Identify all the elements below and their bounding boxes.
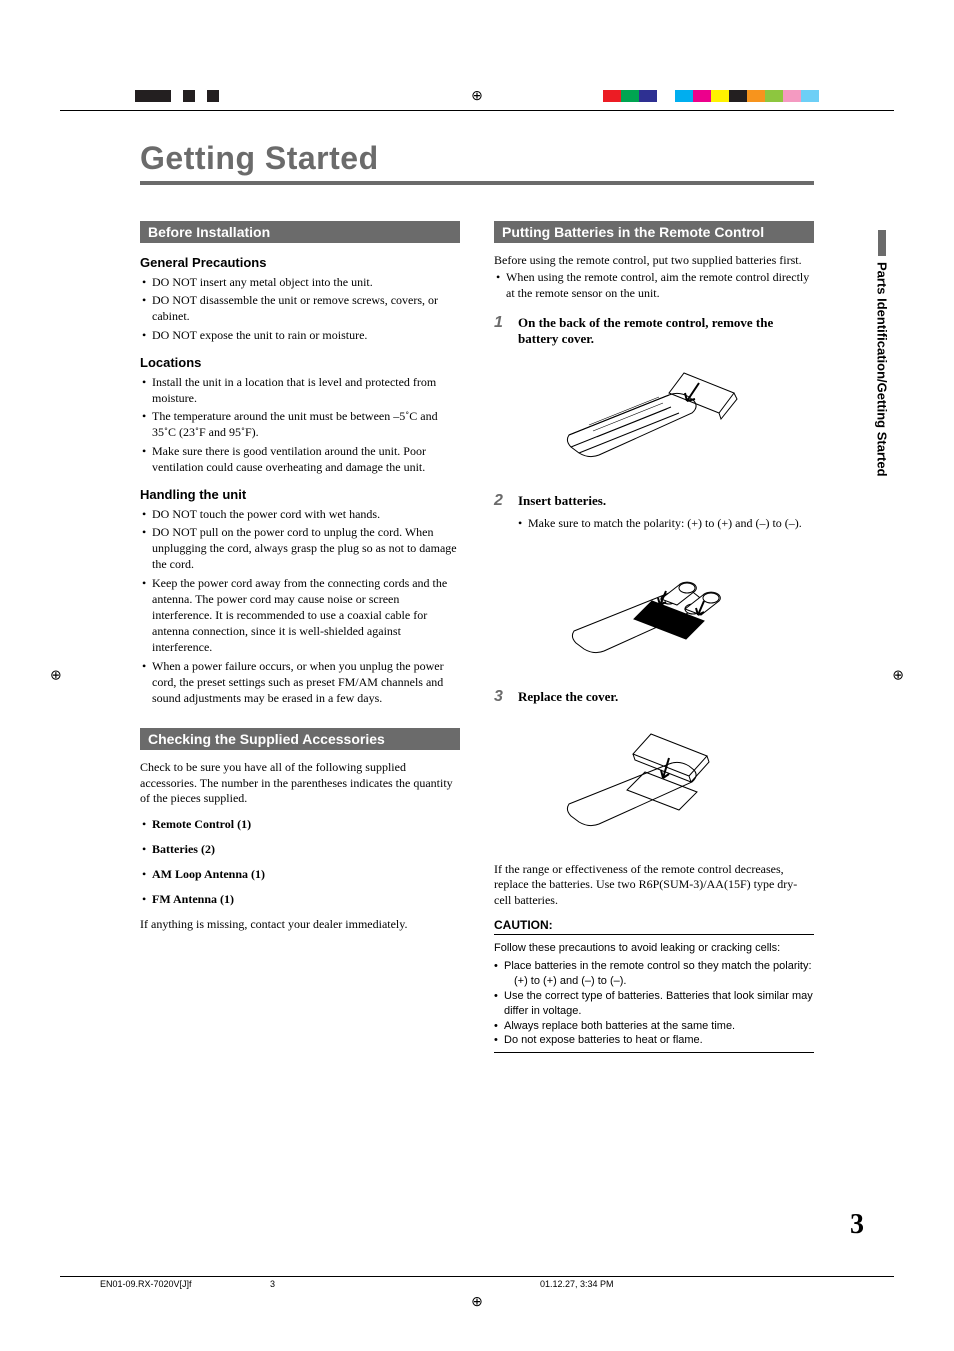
registration-mark-icon: ⊕ <box>471 88 483 105</box>
accessory-list: Remote Control (1) Batteries (2) AM Loop A… <box>140 817 460 907</box>
section-tab: Parts Identification/Getting Started <box>870 230 894 482</box>
step-text: On the back of the remote control, remov… <box>518 315 814 348</box>
list-item: Use the correct type of batteries. Batte… <box>494 989 814 1019</box>
list-item: The temperature around the unit must be … <box>140 408 460 440</box>
caution-lead: Follow these precautions to avoid leakin… <box>494 942 780 954</box>
figure-insert-batteries <box>494 561 814 671</box>
section-heading: Before Installation <box>140 221 460 243</box>
step-text: Insert batteries. <box>518 493 606 509</box>
list-item: Install the unit in a location that is l… <box>140 374 460 406</box>
bullet-list: DO NOT insert any metal object into the … <box>140 274 460 343</box>
footer-file: EN01-09.RX-7020V[J]f <box>100 1279 192 1289</box>
registration-mark-icon: ⊕ <box>892 667 904 684</box>
registration-mark-icon: ⊕ <box>471 1294 483 1311</box>
page-title: Getting Started <box>140 140 814 177</box>
list-item: AM Loop Antenna (1) <box>140 867 460 882</box>
subsection-heading: Handling the unit <box>140 487 460 502</box>
subsection-heading: Locations <box>140 355 460 370</box>
list-item: Batteries (2) <box>140 842 460 857</box>
figure-remove-cover <box>494 355 814 475</box>
list-item: Keep the power cord away from the connec… <box>140 575 460 656</box>
list-item: DO NOT disassemble the unit or remove sc… <box>140 292 460 324</box>
step: 1 On the back of the remote control, rem… <box>494 315 814 348</box>
body-text: Check to be sure you have all of the fol… <box>140 760 460 807</box>
list-item: FM Antenna (1) <box>140 892 460 907</box>
subsection-heading: General Precautions <box>140 255 460 270</box>
body-text: If the range or effectiveness of the rem… <box>494 862 814 909</box>
registration-mark-icon: ⊕ <box>50 667 62 684</box>
figure-replace-cover <box>494 714 814 844</box>
step-number: 2 <box>494 493 508 509</box>
bullet-list: When using the remote control, aim the r… <box>494 269 814 301</box>
body-text: Before using the remote control, put two… <box>494 253 814 269</box>
caution-heading: CAUTION: <box>494 918 814 932</box>
right-column: Putting Batteries in the Remote Control … <box>494 215 814 1059</box>
list-item: (+) to (+) and (–) to (–). <box>494 974 814 989</box>
step-number: 1 <box>494 315 508 331</box>
body-text: If anything is missing, contact your dea… <box>140 917 460 933</box>
step-text: Replace the cover. <box>518 689 618 705</box>
list-item: Make sure there is good ventilation arou… <box>140 443 460 475</box>
list-item: DO NOT insert any metal object into the … <box>140 274 460 290</box>
section-heading: Checking the Supplied Accessories <box>140 728 460 750</box>
bullet-list: Install the unit in a location that is l… <box>140 374 460 475</box>
section-tab-label: Parts Identification/Getting Started <box>876 262 889 477</box>
list-item: Do not expose batteries to heat or flame… <box>494 1033 814 1048</box>
list-item: DO NOT expose the unit to rain or moistu… <box>140 327 460 343</box>
page-content: Getting Started Before Installation Gene… <box>140 140 814 1059</box>
step: 2 Insert batteries. <box>494 493 814 509</box>
bullet-list: DO NOT touch the power cord with wet han… <box>140 506 460 706</box>
rule <box>494 934 814 935</box>
section-heading: Putting Batteries in the Remote Control <box>494 221 814 243</box>
list-item: Remote Control (1) <box>140 817 460 832</box>
list-item: When a power failure occurs, or when you… <box>140 658 460 707</box>
page-number: 3 <box>850 1209 864 1241</box>
footer: EN01-09.RX-7020V[J]f 3 01.12.27, 3:34 PM <box>60 1276 894 1289</box>
list-item: When using the remote control, aim the r… <box>494 269 814 301</box>
rule <box>494 1052 814 1053</box>
caution-body: Follow these precautions to avoid leakin… <box>494 941 814 1048</box>
step: 3 Replace the cover. <box>494 689 814 705</box>
title-rule <box>140 181 814 185</box>
step-subtext: Make sure to match the polarity: (+) to … <box>518 516 814 532</box>
list-item: Always replace both batteries at the sam… <box>494 1019 814 1034</box>
list-item: Place batteries in the remote control so… <box>494 959 814 974</box>
trim-line <box>60 110 894 111</box>
left-column: Before Installation General Precautions … <box>140 215 460 1059</box>
list-item: DO NOT pull on the power cord to unplug … <box>140 524 460 573</box>
list-item: DO NOT touch the power cord with wet han… <box>140 506 460 522</box>
footer-timestamp: 01.12.27, 3:34 PM <box>540 1279 614 1289</box>
step-number: 3 <box>494 689 508 705</box>
footer-page: 3 <box>270 1279 275 1289</box>
